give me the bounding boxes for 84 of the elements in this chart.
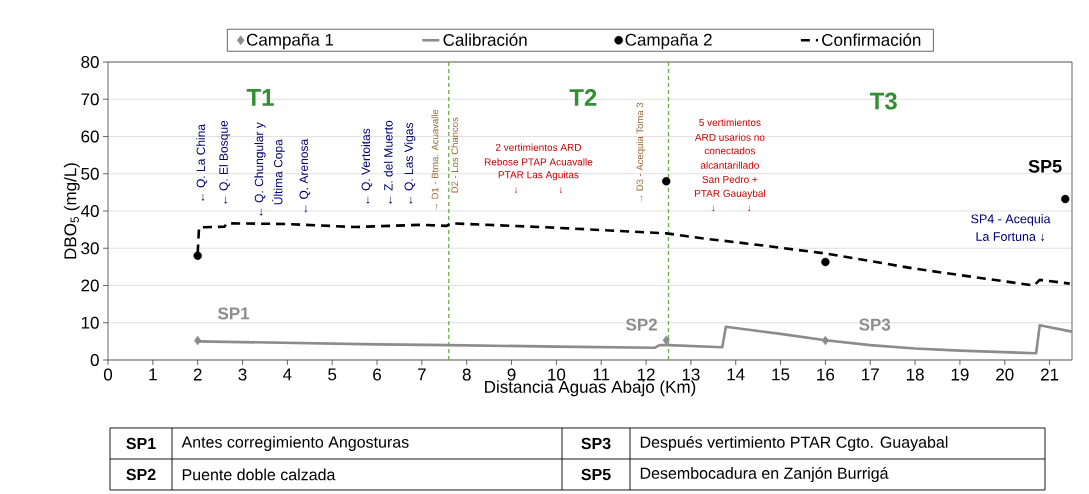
annotation: T2 [569, 89, 597, 106]
y-tick-label: 80 [81, 55, 99, 69]
annotation: ← Z. del Muerto [383, 120, 393, 204]
x-tick-label: 5 [328, 368, 337, 381]
annotation: 2 vertimientos ARD [495, 143, 582, 151]
legend-label: Campaña 1 [246, 33, 334, 50]
point [662, 176, 671, 186]
y-tick-label: 0 [90, 353, 99, 367]
annotation: → D3 - Acequia Toma 3 [636, 102, 646, 202]
text: SP5 [581, 468, 611, 481]
legend-label: Confirmación [822, 33, 921, 46]
text: Después vertimiento PTAR Cgto. Guayabal [640, 435, 948, 452]
annotation: ↓ [559, 187, 563, 194]
annotation: Rebose PTAP Acuavalle [484, 158, 593, 166]
annotation: D2 - Los Chancos [451, 117, 459, 193]
x-tick-label: 16 [817, 368, 835, 381]
x-tick-label: 9 [507, 368, 516, 381]
annotation: Última Copa [271, 139, 285, 205]
annotation: ARD usarios no [694, 133, 765, 141]
annotation: ← Q. Vertoitas [361, 128, 373, 204]
x-tick-label: 13 [682, 368, 700, 381]
x-tick-label: 11 [593, 368, 610, 381]
point [662, 335, 670, 345]
annotation: ↓ [514, 187, 518, 194]
x-tick-label: 19 [951, 368, 969, 381]
y-tick-label: 40 [80, 204, 99, 218]
annotation: La Fortuna ↓ [976, 232, 1044, 242]
x-tick-label: 3 [238, 368, 247, 381]
legend-label: Calibración [443, 33, 527, 46]
x-tick-label: 15 [772, 368, 790, 381]
annotation: SP5 [1028, 159, 1062, 173]
annotation: ← Q. La China [196, 123, 208, 201]
annotation: ← Q. Chungular y [254, 122, 266, 216]
annotation: 5 vertimientos [699, 118, 761, 126]
annotation: ← Q. El Bosque [219, 120, 231, 204]
x-tick-label: 4 [283, 368, 292, 381]
x-tick-label: 8 [462, 368, 471, 381]
point [193, 251, 202, 260]
x-tick-label: 12 [637, 368, 655, 381]
x-tick-label: 14 [727, 368, 745, 381]
y-tick-label: 70 [81, 93, 99, 106]
x-tick-label: 21 [1040, 368, 1059, 381]
point [1061, 194, 1070, 204]
text: Desembocadura en Zanjón Burrigá [640, 466, 889, 483]
annotation: ↓ [748, 205, 751, 212]
annotation: San Pedro + [702, 175, 758, 183]
point [194, 335, 202, 346]
annotation: conectados [704, 146, 756, 155]
y-tick-label: 10 [81, 316, 99, 329]
x-tick-label: 18 [906, 368, 924, 381]
annotation: SP3 [859, 318, 891, 331]
legend-label: Campaña 2 [625, 33, 712, 50]
annotation: SP4 - Acequia [971, 214, 1051, 226]
x-tick-label: 2 [193, 368, 202, 381]
annotation: ↓ [712, 205, 715, 212]
x-tick-label: 20 [996, 368, 1014, 381]
text: SP3 [581, 437, 611, 450]
text: SP2 [126, 468, 156, 481]
annotation: → D1 - Btma. Acuavalle [431, 109, 439, 210]
annotation: PTAR Las Aguitas [498, 170, 579, 181]
x-tick-label: 7 [418, 368, 426, 381]
x-axis-title: Distancia Aguas Abajo (Km) [485, 380, 696, 397]
y-tick-label: 30 [81, 242, 99, 255]
annotation: SP2 [625, 318, 657, 331]
annotation: SP1 [217, 307, 250, 320]
text: SP1 [126, 437, 156, 450]
annotation: ← Q. Arenosa [299, 138, 311, 213]
annotation: T3 [869, 92, 897, 110]
y-tick-label: 50 [81, 167, 99, 180]
x-tick-label: 1 [149, 368, 157, 381]
annotation: T1 [246, 89, 274, 106]
y-tick-label: 20 [81, 279, 99, 292]
y-tick-label: 60 [81, 130, 99, 143]
text: Puente doble calzada [182, 468, 336, 481]
annotation: ← Q. Las Vigas [404, 122, 416, 204]
text: Antes corregimiento Angosturas [181, 436, 409, 451]
y-axis-title: DBO$_{5}$ (mg/L) [63, 163, 80, 259]
annotation: alcantarillado [700, 161, 759, 169]
x-tick-label: 0 [103, 368, 113, 381]
x-tick-label: 10 [548, 368, 566, 381]
annotation: PTAR Gauaybal [694, 189, 765, 199]
x-tick-label: 6 [373, 368, 382, 381]
x-tick-label: 17 [862, 368, 879, 381]
point [821, 257, 830, 267]
